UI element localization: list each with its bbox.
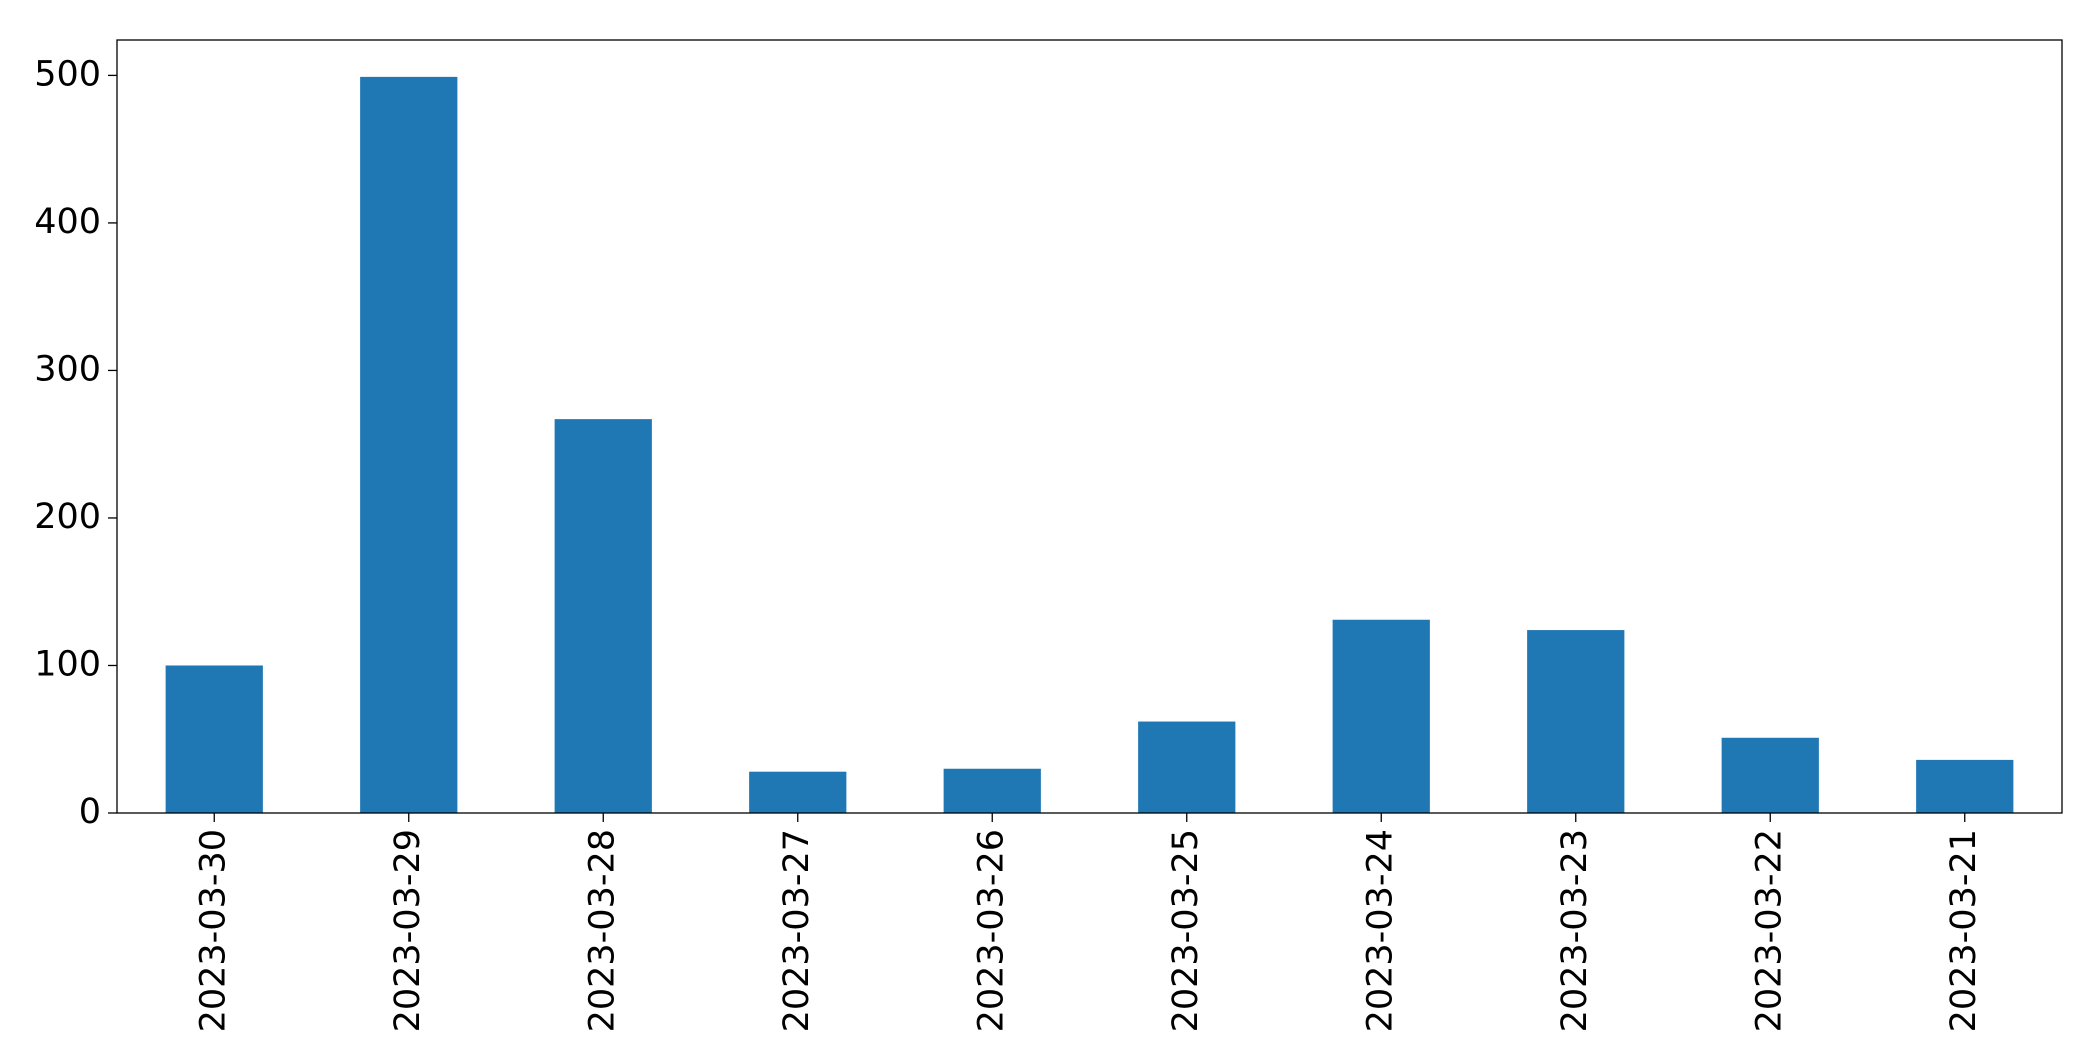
x-tick-label: 2023-03-21 bbox=[1944, 829, 1984, 1032]
bar bbox=[749, 771, 847, 813]
bar bbox=[554, 419, 652, 813]
bar bbox=[1138, 721, 1236, 813]
x-tick-label: 2023-03-25 bbox=[1166, 829, 1206, 1032]
x-tick-label: 2023-03-29 bbox=[388, 829, 428, 1032]
x-tick-label: 2023-03-30 bbox=[193, 829, 233, 1032]
y-tick-label: 0 bbox=[79, 792, 101, 832]
bar bbox=[1332, 619, 1430, 813]
bar bbox=[360, 76, 458, 814]
bar bbox=[1916, 759, 2014, 813]
x-tick-label: 2023-03-28 bbox=[582, 829, 622, 1032]
plot-frame bbox=[116, 39, 2063, 814]
x-tick-label: 2023-03-24 bbox=[1360, 829, 1400, 1032]
x-tick-label: 2023-03-26 bbox=[971, 829, 1011, 1032]
bar bbox=[165, 665, 263, 813]
y-tick-label: 300 bbox=[34, 349, 101, 389]
y-tick-label: 500 bbox=[34, 54, 101, 94]
x-tick-label: 2023-03-23 bbox=[1555, 829, 1595, 1032]
x-tick-label: 2023-03-27 bbox=[777, 829, 817, 1032]
x-tick-label: 2023-03-22 bbox=[1749, 829, 1789, 1032]
y-tick-label: 200 bbox=[34, 497, 101, 537]
y-tick-label: 400 bbox=[34, 202, 101, 242]
y-tick-label: 100 bbox=[34, 644, 101, 684]
bar bbox=[943, 768, 1041, 813]
bar bbox=[1527, 630, 1625, 813]
bar bbox=[1721, 737, 1819, 813]
